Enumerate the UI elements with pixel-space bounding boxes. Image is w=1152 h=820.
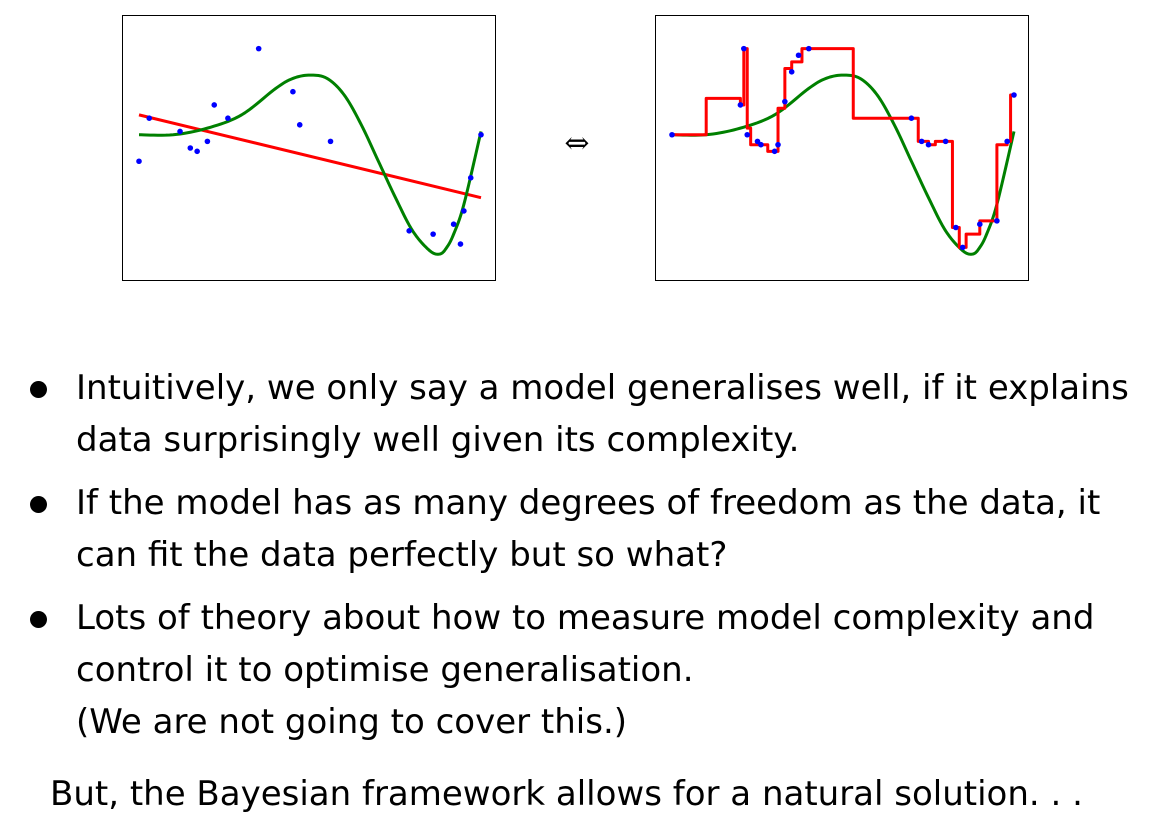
right-data-point	[669, 131, 675, 138]
left-data-point	[457, 241, 464, 247]
right-data-point	[806, 45, 812, 52]
left-data-point	[430, 231, 436, 237]
left-data-point	[204, 138, 211, 145]
right-data-point	[977, 221, 983, 227]
right-red-fit-line	[672, 47, 1014, 249]
bullet-item: If the model has as many degrees of free…	[24, 477, 1142, 581]
scatter-plot-overfit-svg	[669, 45, 1017, 256]
right-data-point	[758, 141, 764, 148]
right-data-point	[1011, 92, 1017, 98]
bullet-text-line: (We are not going to cover this.)	[76, 702, 628, 742]
left-red-fit-line	[138, 113, 482, 200]
left-data-point	[255, 45, 262, 52]
bullet-text-line: If the model has as many degrees of free…	[76, 483, 1101, 523]
right-data-point	[942, 138, 949, 145]
scatter-plot-linear-fit-svg	[136, 45, 484, 256]
scatter-plot-linear-fit	[122, 15, 496, 281]
right-green-fit-curve	[671, 73, 1016, 256]
right-data-point	[788, 69, 795, 75]
left-data-point	[187, 145, 194, 151]
bullet-dot-icon	[30, 496, 47, 513]
bullet-text-line: data surprisingly well given its complex…	[76, 420, 800, 460]
right-data-point	[908, 115, 915, 121]
right-data-point	[795, 52, 802, 59]
equivalence-symbol: ⇔	[564, 126, 590, 161]
conclusion-text: But, the Bayesian framework allows for a…	[50, 774, 1083, 814]
left-data-point	[211, 102, 218, 108]
left-data-point	[461, 208, 467, 214]
right-data-point	[782, 98, 788, 105]
left-green-fit-curve	[138, 73, 483, 256]
left-data-point	[406, 228, 412, 234]
bullet-list: Intuitively, we only say a model general…	[24, 362, 1142, 759]
left-data-point	[146, 115, 153, 121]
bullet-item: Lots of theory about how to measure mode…	[24, 592, 1142, 748]
right-data-point	[953, 224, 959, 231]
bullet-text-line: Lots of theory about how to measure mode…	[76, 598, 1095, 638]
left-data-point	[177, 128, 183, 135]
bullet-text-line: can fit the data perfectly but so what?	[76, 535, 728, 575]
right-data-point	[925, 141, 932, 148]
right-data-point	[918, 138, 925, 145]
left-data-point	[225, 115, 231, 121]
left-data-point	[194, 148, 200, 155]
left-data-point	[467, 175, 474, 181]
right-data-point	[737, 102, 744, 108]
right-data-point	[1004, 138, 1010, 145]
bullet-text-line: control it to optimise generalisation.	[76, 650, 694, 690]
left-data-point	[327, 138, 334, 145]
right-data-point	[744, 131, 751, 138]
right-data-point	[771, 148, 778, 155]
left-data-point	[296, 122, 303, 128]
right-data-point	[994, 218, 1000, 224]
scatter-plot-overfit	[655, 15, 1029, 281]
left-data-point	[136, 158, 142, 165]
bullet-item: Intuitively, we only say a model general…	[24, 362, 1142, 466]
right-data-point	[775, 141, 781, 148]
right-data-point	[741, 45, 747, 52]
left-data-point	[290, 88, 296, 95]
bullet-dot-icon	[30, 381, 47, 398]
bullet-text-line: Intuitively, we only say a model general…	[76, 368, 1129, 408]
right-data-point	[959, 244, 966, 251]
left-data-point	[450, 221, 457, 227]
bullet-dot-icon	[30, 611, 47, 628]
left-data-point	[478, 131, 484, 138]
